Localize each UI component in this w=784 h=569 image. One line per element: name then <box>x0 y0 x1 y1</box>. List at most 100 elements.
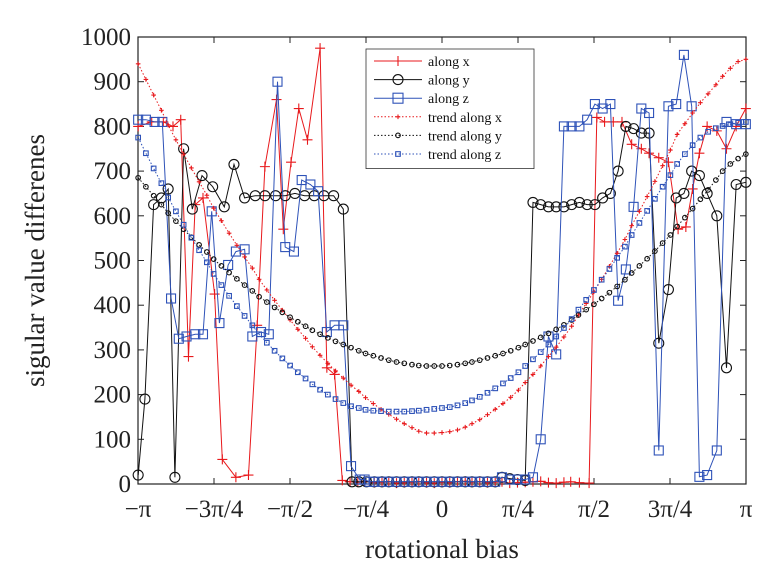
data-point <box>537 334 544 341</box>
data-point <box>558 201 570 213</box>
data-point <box>598 276 605 283</box>
data-point <box>250 265 255 271</box>
data-point <box>614 254 620 261</box>
data-point <box>500 401 506 406</box>
data-point <box>674 132 680 137</box>
data-point <box>355 347 362 354</box>
y-tick-label: 700 <box>94 158 132 185</box>
data-point <box>370 401 376 406</box>
data-point <box>317 386 323 393</box>
data-point <box>492 385 499 392</box>
data-point <box>690 110 695 116</box>
data-point <box>317 331 323 338</box>
data-point <box>608 116 619 127</box>
data-point <box>462 360 469 367</box>
data-point <box>712 125 719 132</box>
data-point <box>527 196 539 208</box>
data-point <box>460 476 471 487</box>
data-point <box>682 214 688 221</box>
data-point <box>551 349 562 360</box>
data-point <box>226 269 232 276</box>
data-point <box>413 476 424 487</box>
data-point <box>256 331 262 338</box>
data-point <box>226 230 232 236</box>
data-point <box>348 344 354 351</box>
data-point <box>628 232 635 238</box>
data-point <box>553 326 560 333</box>
legend-marker <box>393 56 403 66</box>
data-point <box>667 172 674 178</box>
data-point <box>705 128 711 135</box>
data-point <box>204 249 210 255</box>
data-point <box>735 155 741 162</box>
data-point <box>190 329 201 340</box>
data-point <box>663 157 674 168</box>
data-point <box>477 417 483 422</box>
data-point <box>742 119 749 125</box>
data-point <box>589 199 601 211</box>
data-point <box>439 430 445 435</box>
x-tick-label: −π/4 <box>343 496 390 523</box>
data-point <box>370 407 377 414</box>
data-point <box>682 151 688 157</box>
data-point <box>241 313 248 319</box>
data-point <box>644 194 650 199</box>
data-point <box>239 244 250 255</box>
data-point <box>530 372 536 377</box>
data-point <box>680 221 691 232</box>
data-point <box>652 179 658 184</box>
data-point <box>259 161 270 172</box>
data-point <box>175 114 186 125</box>
data-point <box>454 361 461 368</box>
data-point <box>546 354 551 359</box>
data-point <box>628 201 639 212</box>
data-point <box>512 474 523 485</box>
data-point <box>180 221 187 228</box>
data-point <box>305 179 316 190</box>
data-point <box>740 103 751 114</box>
x-tick-label: π/4 <box>502 496 535 523</box>
data-point <box>574 477 585 488</box>
data-point <box>719 123 726 129</box>
data-point <box>474 476 485 487</box>
data-point <box>332 338 339 345</box>
data-point <box>376 476 388 487</box>
data-point <box>583 306 590 313</box>
legend-box <box>365 48 535 169</box>
legend-label: trend along y <box>428 129 502 144</box>
data-point <box>674 161 680 167</box>
data-point <box>446 404 453 410</box>
data-point <box>288 246 299 257</box>
data-point <box>568 316 575 322</box>
data-point <box>569 323 574 329</box>
data-point <box>393 408 400 415</box>
data-point <box>614 283 620 290</box>
data-point <box>385 408 392 415</box>
data-point <box>325 361 331 366</box>
data-point <box>393 359 400 365</box>
x-axis-ticks: −π −3π/4 −π/2 −π/4 0 π/4 π/2 3π/4 π <box>125 37 753 523</box>
data-point <box>606 289 613 296</box>
data-point <box>694 471 705 482</box>
data-point <box>302 375 309 382</box>
data-point <box>409 425 415 430</box>
data-point <box>242 254 247 260</box>
data-point <box>697 134 704 141</box>
data-point <box>515 369 522 376</box>
data-point <box>522 363 529 369</box>
legend-label: trend along z <box>428 148 501 163</box>
data-point <box>561 334 567 340</box>
y-tick-label: 200 <box>94 382 132 409</box>
data-point <box>500 380 506 387</box>
y-axis-title: sigular value differenes <box>20 134 50 387</box>
data-point <box>653 337 665 349</box>
data-point <box>622 237 628 242</box>
data-point <box>310 344 315 350</box>
legend-entry: along z <box>374 92 469 107</box>
legend-marker <box>395 132 401 139</box>
data-point <box>309 381 316 388</box>
data-point <box>259 190 271 202</box>
data-point <box>452 476 463 487</box>
data-point <box>735 59 741 64</box>
data-point <box>628 270 635 276</box>
